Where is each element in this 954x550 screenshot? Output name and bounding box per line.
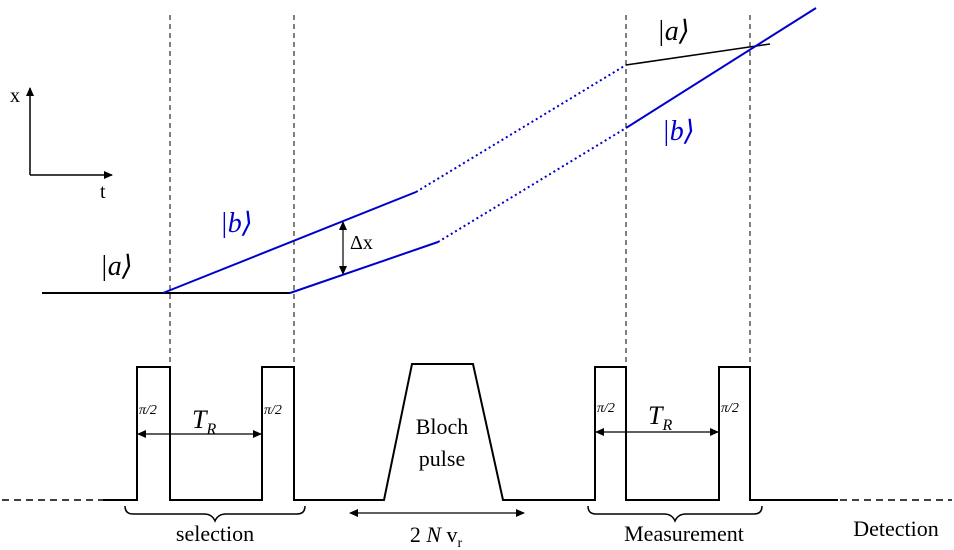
detection-label: Detection bbox=[853, 516, 939, 541]
t-axis-label: t bbox=[100, 181, 106, 203]
measurement-label: Measurement bbox=[624, 521, 744, 546]
state-a-right: |a⟩ bbox=[657, 16, 690, 47]
pi-half-label-3: π/2 bbox=[597, 401, 615, 416]
trajectory-a-final bbox=[625, 43, 771, 66]
trajectory-b-upper bbox=[162, 191, 417, 294]
pi-half-label-1: π/2 bbox=[139, 403, 157, 418]
trajectory-lower-dotted bbox=[437, 127, 627, 243]
x-axis-label: x bbox=[10, 85, 20, 107]
axes: x t bbox=[10, 85, 113, 203]
trajectory-b-final bbox=[625, 7, 817, 129]
selection-brace bbox=[124, 505, 306, 523]
delta-x-label: Δx bbox=[350, 232, 373, 254]
state-b-left: |b⟩ bbox=[220, 208, 253, 239]
measurement-brace bbox=[587, 505, 763, 523]
state-a-left: |a⟩ bbox=[100, 251, 133, 282]
tr-label-right: TR bbox=[648, 401, 672, 434]
pi-half-label-4: π/2 bbox=[721, 401, 739, 416]
bloch-label-line1: Bloch bbox=[416, 414, 469, 439]
trajectory-upper-dotted bbox=[415, 64, 627, 193]
tr-label-left: TR bbox=[192, 405, 216, 438]
selection-label: selection bbox=[176, 521, 254, 546]
bloch-duration-label: 2 N vr bbox=[410, 522, 463, 550]
bloch-label-line2: pulse bbox=[419, 446, 465, 471]
pi-half-label-2: π/2 bbox=[264, 403, 282, 418]
trajectory-b-lower bbox=[289, 241, 439, 294]
state-b-right: |b⟩ bbox=[662, 116, 695, 147]
trajectories bbox=[42, 7, 817, 294]
